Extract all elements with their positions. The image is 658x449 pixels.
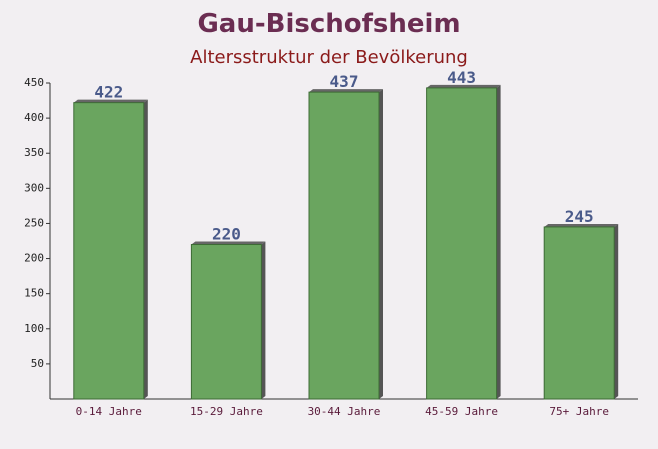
bar	[190, 244, 262, 400]
x-tick-label: 0-14 Jahre	[76, 405, 142, 418]
chart-title: Gau-Bischofsheim	[197, 9, 460, 39]
bar-shadow	[143, 99, 148, 399]
value-label: 220	[212, 225, 241, 244]
x-tick-label: 15-29 Jahre	[190, 405, 263, 418]
bar-shadow	[261, 241, 266, 399]
y-tick-label: 100	[24, 322, 44, 335]
x-tick-label: 75+ Jahre	[549, 405, 609, 418]
bar-top	[73, 99, 148, 103]
value-label: 245	[565, 207, 594, 226]
bar-top	[309, 89, 383, 93]
value-label: 422	[94, 83, 123, 102]
value-label: 443	[447, 68, 476, 87]
bar-shadow	[496, 84, 501, 399]
y-tick-label: 50	[31, 357, 44, 370]
y-tick-label: 450	[24, 76, 44, 89]
bar-shadow	[379, 89, 383, 399]
bar	[426, 87, 498, 400]
bar	[543, 226, 615, 400]
bar	[73, 102, 145, 400]
bar-shadow	[614, 223, 619, 399]
bar-top	[544, 223, 619, 227]
y-tick-label: 200	[24, 252, 44, 265]
bar-top	[191, 241, 266, 245]
bar	[308, 91, 380, 400]
chart-subtitle: Altersstruktur der Bevölkerung	[190, 47, 468, 68]
value-label: 437	[330, 72, 359, 91]
y-tick-label: 350	[24, 146, 44, 159]
x-tick-label: 30-44 Jahre	[308, 405, 381, 418]
x-tick-label: 45-59 Jahre	[425, 405, 498, 418]
y-tick-label: 400	[24, 111, 44, 124]
y-tick-label: 150	[24, 287, 44, 300]
y-tick-label: 250	[24, 216, 44, 229]
bar-top	[426, 84, 501, 88]
y-tick-label: 300	[24, 181, 44, 194]
